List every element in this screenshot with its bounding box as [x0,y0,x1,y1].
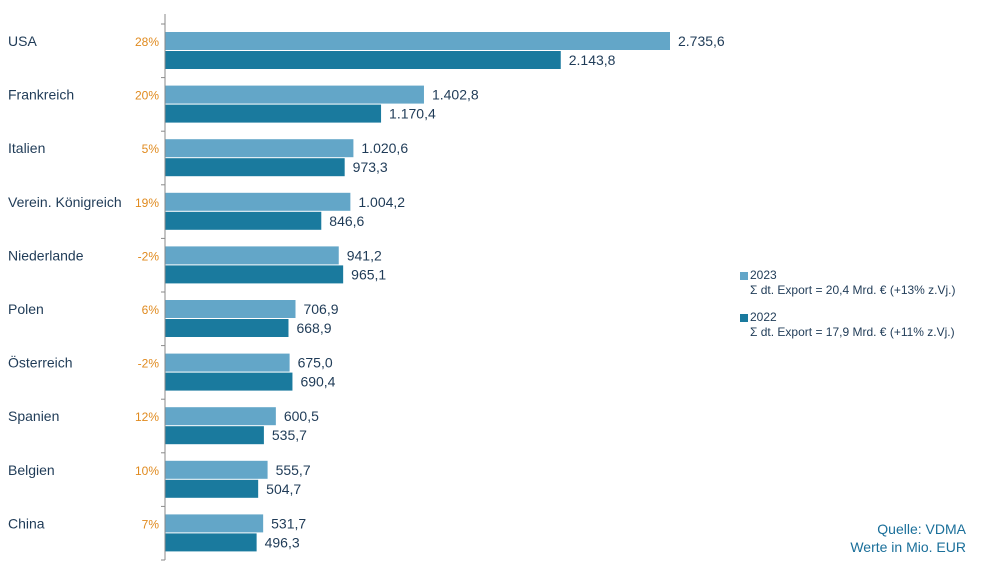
bar-2022 [165,319,289,337]
value-label-2023: 1.402,8 [432,87,479,103]
category-label: Frankreich [8,87,74,103]
legend-series-name: 2022 [750,310,777,324]
category-label: Italien [8,140,45,156]
source-label: Quelle: VDMA [877,521,966,537]
value-label-2022: 690,4 [300,374,335,390]
value-label-2023: 1.020,6 [361,140,408,156]
legend-item-2022: 2022 Σ dt. Export = 17,9 Mrd. € (+11% z.… [740,310,956,340]
bar-2023 [165,32,670,50]
value-label-2022: 973,3 [353,159,388,175]
change-label: 5% [142,142,160,156]
bar-2023 [165,139,354,158]
legend-series-total: Σ dt. Export = 17,9 Mrd. € (+11% z.Vj.) [750,325,955,339]
value-label-2022: 2.143,8 [569,52,616,68]
value-label-2022: 535,7 [272,427,307,443]
category-label: Verein. Königreich [8,194,122,210]
bar-2023 [165,407,276,426]
category-label: USA [8,33,37,49]
change-label: 28% [135,35,159,49]
legend-series-total: Σ dt. Export = 20,4 Mrd. € (+13% z.Vj.) [750,283,956,297]
bar-2022 [165,211,322,230]
bar-2022 [165,426,264,445]
category-label: Spanien [8,408,59,424]
bar-2023 [165,192,351,211]
change-label: 20% [135,89,159,103]
value-label-2023: 1.004,2 [358,194,405,210]
legend-swatch-2022 [740,314,748,322]
bar-2023 [165,460,268,479]
bar-2023 [165,246,339,265]
value-label-2023: 675,0 [298,355,333,371]
change-label: 6% [142,303,160,317]
bar-2022 [165,104,382,123]
bar-2023 [165,85,424,104]
value-label-2022: 1.170,4 [389,106,436,122]
bar-2022 [165,265,344,284]
value-label-2022: 496,3 [265,534,300,550]
legend-swatch-2023 [740,272,748,280]
value-label-2023: 2.735,6 [678,33,725,49]
category-label: Belgien [8,462,55,478]
value-label-2023: 706,9 [303,301,338,317]
category-label: China [8,515,45,531]
change-label: 19% [135,196,159,210]
bar-2022 [165,372,293,391]
legend-item-2023: 2023 Σ dt. Export = 20,4 Mrd. € (+13% z.… [740,268,956,298]
bar-2023 [165,300,296,318]
category-label: Niederlande [8,247,84,263]
legend-series-name: 2023 [750,268,777,282]
change-label: -2% [138,249,160,263]
legend: 2023 Σ dt. Export = 20,4 Mrd. € (+13% z.… [740,268,956,352]
change-label: 12% [135,410,159,424]
value-label-2022: 965,1 [351,266,386,282]
bar-2022 [165,533,257,552]
category-label: Polen [8,301,44,317]
units-label: Werte in Mio. EUR [850,539,966,555]
category-label: Österreich [8,354,73,371]
bar-2023 [165,514,264,533]
change-label: 10% [135,464,159,478]
value-label-2023: 531,7 [271,515,306,531]
change-label: 7% [142,517,160,531]
bar-2023 [165,353,290,372]
bar-2022 [165,51,561,69]
change-label: -2% [138,357,160,371]
bar-2022 [165,479,259,498]
value-label-2022: 668,9 [296,320,331,336]
value-label-2023: 600,5 [284,408,319,424]
chart-footer: Quelle: VDMA Werte in Mio. EUR [850,520,966,556]
value-label-2023: 555,7 [276,462,311,478]
value-label-2022: 846,6 [329,213,364,229]
value-label-2023: 941,2 [347,247,382,263]
value-label-2022: 504,7 [266,481,301,497]
bar-2022 [165,158,345,177]
